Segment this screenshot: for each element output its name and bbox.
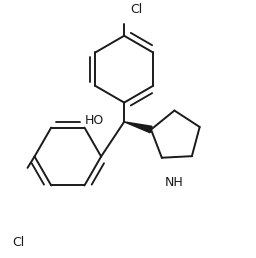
- Text: Cl: Cl: [12, 236, 25, 249]
- Text: NH: NH: [165, 176, 184, 189]
- Text: HO: HO: [84, 114, 104, 127]
- Polygon shape: [124, 122, 152, 133]
- Text: Cl: Cl: [131, 4, 143, 17]
